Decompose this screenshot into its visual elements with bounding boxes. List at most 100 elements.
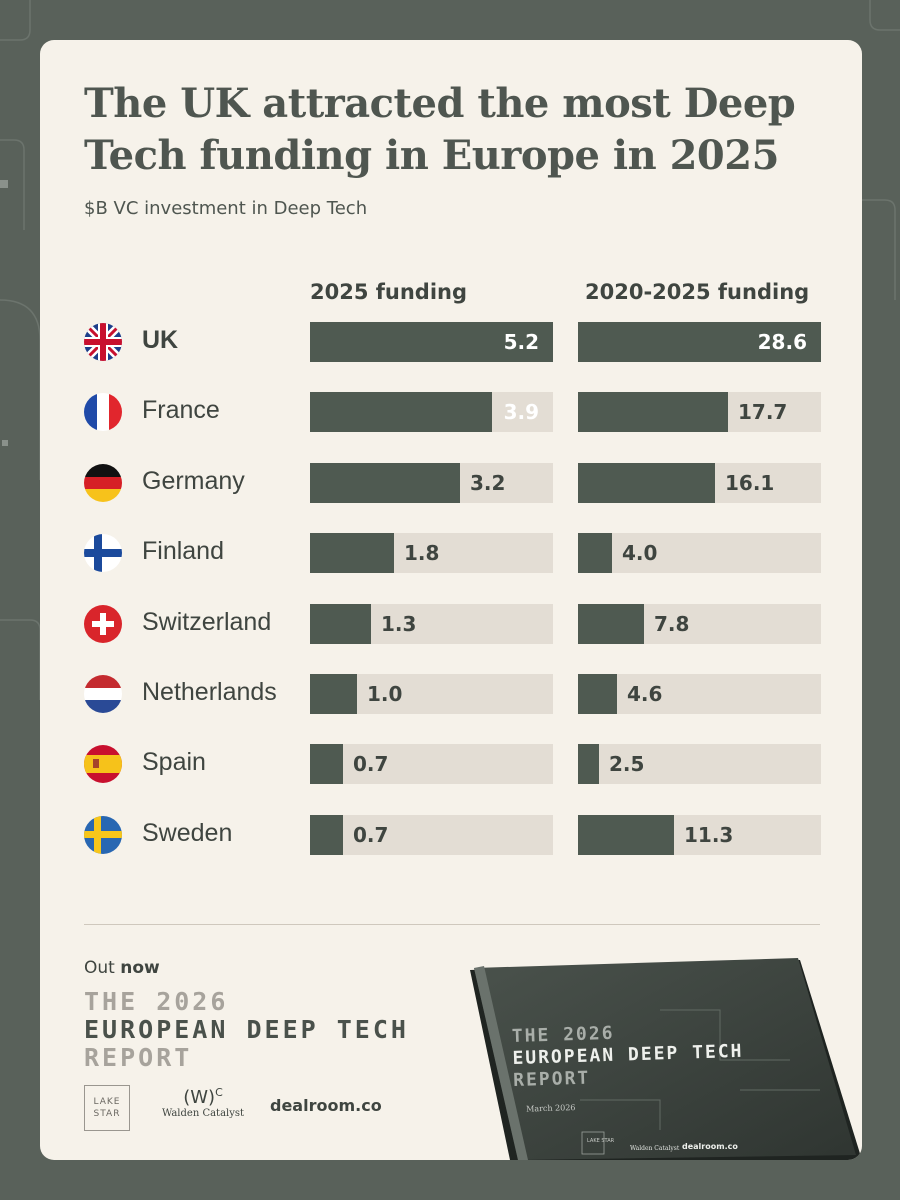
book-cover	[474, 958, 856, 1160]
chart-row-finland: Finland 1.8 4.0	[40, 533, 862, 574]
chart-title: The UK attracted the most Deep Tech fund…	[84, 78, 804, 182]
bar-2020-2025-funding-switzerland	[578, 603, 644, 644]
chart-row-spain: Spain 0.7 2.5	[40, 744, 862, 785]
chart-row-france: France 3.9 17.7	[40, 392, 862, 433]
bar-track: 7.8	[578, 603, 821, 644]
bar-track: 11.3	[578, 814, 821, 855]
category-label: Germany	[142, 466, 245, 495]
data-label: 2.5	[609, 752, 645, 777]
category-label: Sweden	[142, 818, 233, 847]
book-dealroom-text: dealroom.co	[682, 1142, 738, 1151]
report-title-line-1: THE 2026	[84, 987, 229, 1016]
spain-flag-icon	[84, 745, 122, 784]
data-label: 28.6	[757, 330, 807, 354]
data-label: 4.0	[622, 541, 658, 566]
book-walden-text: Walden Catalyst	[630, 1145, 680, 1152]
bar-track: 3.2	[310, 462, 553, 503]
book-lake-star-text: LAKE STAR	[587, 1138, 615, 1144]
lake-star-logo: LAKE STAR	[84, 1085, 130, 1131]
bar-track: 1.8	[310, 533, 553, 574]
bar-track: 4.0	[578, 533, 821, 574]
walden-mark-text: (W)	[183, 1087, 216, 1108]
dealroom-logo: dealroom.co	[270, 1096, 382, 1115]
bar-track: 17.7	[578, 392, 821, 433]
germany-flag-icon	[84, 463, 122, 502]
bar-2025-funding-switzerland	[310, 603, 371, 644]
category-label: France	[142, 396, 220, 425]
bar-2025-funding-france	[310, 392, 492, 433]
netherlands-flag-icon	[84, 675, 122, 713]
chart-subtitle: $B VC investment in Deep Tech	[84, 198, 368, 219]
data-label: 17.7	[738, 400, 788, 425]
book-title-line-3: REPORT	[513, 1068, 591, 1091]
chart-row-germany: Germany 3.2 16.1	[40, 462, 862, 503]
bar-track: 0.7	[310, 814, 553, 855]
bar-2020-2025-funding-germany	[578, 462, 715, 503]
data-label: 0.7	[353, 822, 389, 847]
report-title-line-3: REPORT	[84, 1043, 193, 1072]
data-label: 1.8	[404, 541, 440, 566]
category-label: Finland	[142, 537, 224, 566]
report-book-cover-image: THE 2026 EUROPEAN DEEP TECH REPORT March…	[460, 950, 862, 1160]
bar-track: 16.1	[578, 462, 821, 503]
bar-2025-funding-netherlands	[310, 674, 357, 714]
data-label: 11.3	[684, 822, 734, 847]
bar-2025-funding-germany	[310, 462, 460, 503]
book-date: March 2026	[526, 1103, 576, 1114]
bar-track: 4.6	[578, 674, 821, 714]
data-label: 3.9	[503, 400, 539, 425]
data-label: 7.8	[654, 611, 690, 636]
out-now-prefix: Out	[84, 958, 115, 978]
bar-track: 1.3	[310, 603, 553, 644]
report-title: THE 2026 EUROPEAN DEEP TECH REPORT	[84, 988, 409, 1072]
data-label: 1.0	[367, 682, 403, 706]
footer-divider	[84, 924, 820, 925]
lake-star-logo-text: LAKE STAR	[93, 1097, 121, 1119]
switzerland-flag-icon	[84, 604, 122, 643]
walden-catalyst-name: Walden Catalyst	[161, 1108, 245, 1119]
walden-catalyst-logo: (W)C Walden Catalyst	[158, 1086, 248, 1119]
bar-track: 28.6	[578, 322, 821, 362]
data-label: 1.3	[381, 611, 417, 636]
column-header-2025: 2025 funding	[310, 280, 468, 304]
book-spine-edge	[474, 966, 528, 1160]
bar-2025-funding-spain	[310, 744, 343, 785]
finland-flag-icon	[84, 534, 122, 573]
report-title-line-2: EUROPEAN DEEP TECH	[84, 1015, 409, 1044]
bar-2020-2025-funding-sweden	[578, 814, 674, 855]
bar-2025-funding-finland	[310, 533, 394, 574]
title-line-2: Tech funding in Europe in 2025	[84, 132, 779, 179]
data-label: 4.6	[627, 682, 663, 706]
bar-2020-2025-funding-netherlands	[578, 674, 617, 714]
chart-row-switzerland: Switzerland 1.3 7.8	[40, 603, 862, 644]
walden-catalyst-mark: (W)C	[158, 1086, 248, 1108]
bar-track: 3.9	[310, 392, 553, 433]
bar-track: 2.5	[578, 744, 821, 785]
category-label: Netherlands	[142, 678, 277, 706]
out-now-label: Out now	[84, 958, 160, 978]
category-label: UK	[142, 326, 179, 354]
sweden-flag-icon	[84, 815, 122, 854]
book-lake-star-logo	[581, 1131, 605, 1155]
data-label: 5.2	[503, 330, 539, 354]
chart-row-sweden: Sweden 0.7 11.3	[40, 814, 862, 855]
walden-mark-sup: C	[215, 1086, 223, 1099]
chart-row-netherlands: Netherlands 1.0 4.6	[40, 674, 862, 714]
bar-2020-2025-funding-finland	[578, 533, 612, 574]
bar-track: 5.2	[310, 322, 553, 362]
data-label: 16.1	[725, 470, 775, 495]
column-header-2020-2025: 2020-2025 funding	[585, 280, 810, 304]
data-label: 0.7	[353, 752, 389, 777]
uk-flag-icon	[84, 323, 122, 361]
chart-row-uk: UK 5.2 28.6	[40, 322, 862, 362]
bar-2020-2025-funding-uk	[578, 322, 821, 362]
bar-track: 1.0	[310, 674, 553, 714]
category-label: Spain	[142, 748, 206, 777]
book-title-line-1: THE 2026	[511, 1023, 614, 1047]
bar-2020-2025-funding-spain	[578, 744, 599, 785]
title-line-1: The UK attracted the most Deep	[84, 80, 796, 127]
bar-track: 0.7	[310, 744, 553, 785]
out-now-bold: now	[120, 958, 160, 978]
category-label: Switzerland	[142, 607, 272, 636]
